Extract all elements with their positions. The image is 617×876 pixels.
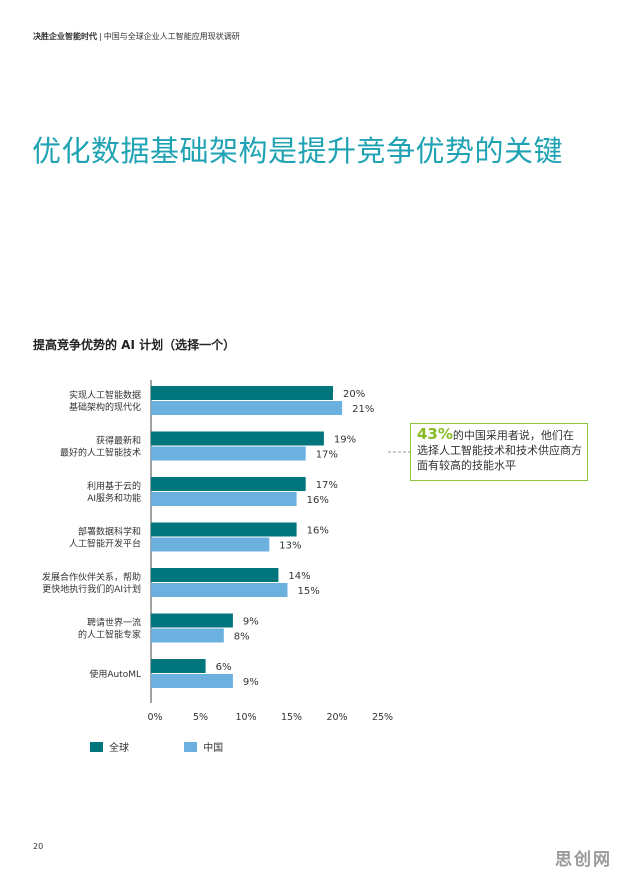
bar-global-2 <box>151 477 306 491</box>
value-label-china-6: 9% <box>243 677 259 688</box>
running-header: 决胜企业智能时代 | 中国与全球企业人工智能应用现状调研 <box>33 31 240 42</box>
value-label-china-1: 17% <box>316 450 338 461</box>
category-label-0-0: 实现人工智能数据 <box>69 389 141 401</box>
header-report-title: 中国与全球企业人工智能应用现状调研 <box>103 32 240 41</box>
callout-text: 的中国采用者说，他们在选择人工智能技术和技术供应商方面有较高的技能水平 <box>417 429 582 472</box>
value-label-global-2: 17% <box>316 480 338 491</box>
bar-global-1 <box>151 431 324 446</box>
x-tick-label-4: 20% <box>326 712 347 723</box>
x-tick-label-5: 25% <box>372 712 393 723</box>
x-tick-label-2: 10% <box>235 712 256 723</box>
bar-global-5 <box>151 613 233 628</box>
bar-china-3 <box>151 537 270 552</box>
bar-china-2 <box>151 492 297 506</box>
bar-global-4 <box>151 568 279 582</box>
value-label-global-5: 9% <box>243 617 259 628</box>
bar-china-1 <box>151 446 306 461</box>
value-label-china-3: 13% <box>279 541 301 552</box>
category-label-3-1: 人工智能开发平台 <box>69 538 141 550</box>
category-label-4-0: 发展合作伙伴关系，帮助 <box>42 571 141 583</box>
x-tick-label-1: 5% <box>193 712 208 723</box>
value-label-global-3: 16% <box>307 526 329 537</box>
category-label-5-1: 的人工智能专家 <box>78 629 141 641</box>
value-label-china-2: 16% <box>307 495 329 506</box>
legend-item-china: 中国 <box>184 739 223 754</box>
value-label-china-4: 15% <box>298 586 320 597</box>
x-tick-label-0: 0% <box>147 712 162 723</box>
page-number: 20 <box>33 842 44 851</box>
value-label-global-1: 19% <box>334 435 356 446</box>
value-label-global-6: 6% <box>216 662 232 673</box>
category-label-2-1: AI服务和功能 <box>87 492 141 504</box>
category-label-1-0: 获得最新和 <box>96 435 141 447</box>
value-label-global-4: 14% <box>288 571 310 582</box>
legend-label-global: 全球 <box>109 743 129 754</box>
category-label-0-1: 基础架构的现代化 <box>69 401 141 413</box>
value-label-china-0: 21% <box>352 404 374 415</box>
watermark: 思创网 <box>555 850 612 870</box>
category-label-2-0: 利用基于云的 <box>87 480 141 492</box>
category-label-3-0: 部署数据科学和 <box>78 526 141 538</box>
bar-china-0 <box>151 401 343 415</box>
value-label-global-0: 20% <box>343 389 365 400</box>
legend-swatch-china <box>184 741 198 752</box>
legend-swatch-global <box>90 741 103 752</box>
legend-label-china: 中国 <box>203 743 224 754</box>
category-label-4-1: 更快地执行我们的AI计划 <box>42 583 141 595</box>
bar-china-4 <box>151 583 288 597</box>
bar-china-6 <box>151 674 233 688</box>
header-separator: | <box>99 32 102 41</box>
header-brand: 决胜企业智能时代 <box>33 32 97 41</box>
value-label-china-5: 8% <box>234 632 250 643</box>
chart-legend: 全球 中国 <box>90 739 275 755</box>
bar-global-6 <box>151 659 206 673</box>
category-label-1-1: 最好的人工智能技术 <box>60 447 141 459</box>
callout-highlight: 43% <box>417 425 453 443</box>
bar-global-0 <box>151 386 333 400</box>
category-label-5-0: 聘请世界一流 <box>87 617 141 629</box>
bar-global-3 <box>151 522 297 537</box>
callout-box: 43%的中国采用者说，他们在选择人工智能技术和技术供应商方面有较高的技能水平 <box>410 423 588 481</box>
legend-item-global: 全球 <box>90 739 129 754</box>
chart-title: 提高竞争优势的 AI 计划（选择一个） <box>33 338 236 352</box>
page-title: 优化数据基础架构是提升竞争优势的关键 <box>32 134 564 168</box>
category-label-6-0: 使用AutoML <box>89 668 141 680</box>
x-tick-label-3: 15% <box>281 712 302 723</box>
bar-china-5 <box>151 628 224 643</box>
